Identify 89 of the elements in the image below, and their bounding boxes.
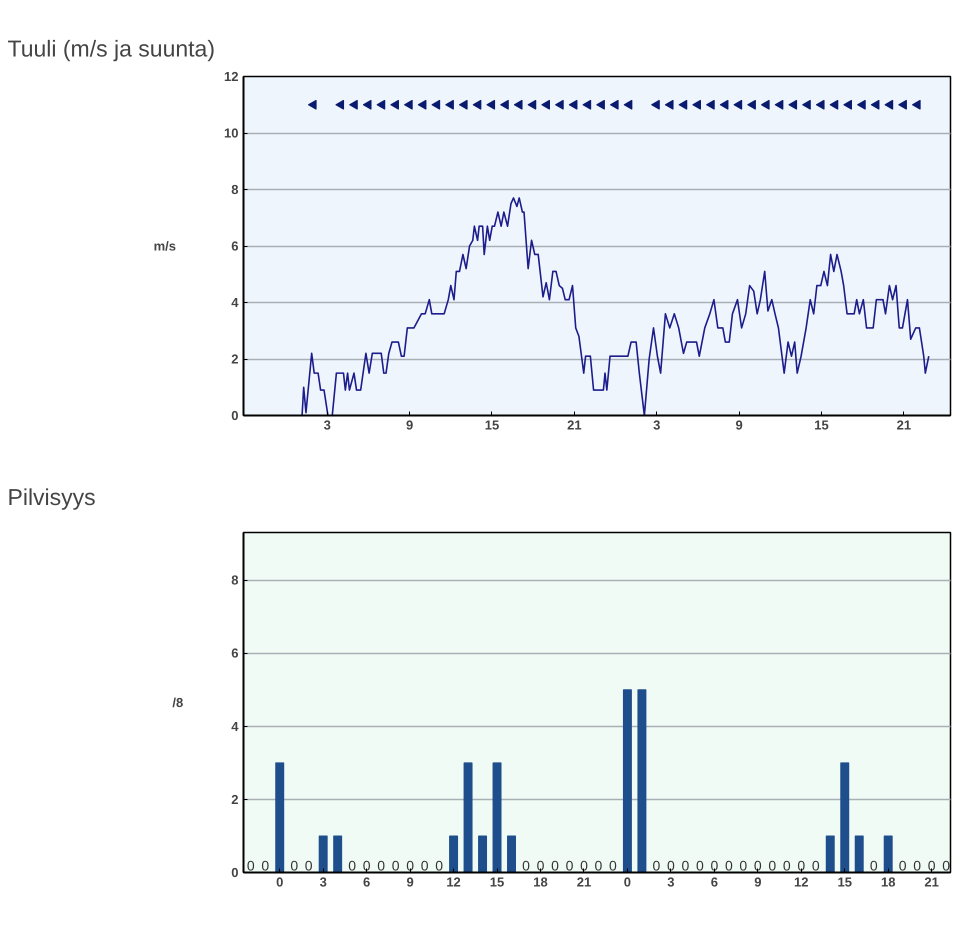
text: Pilvisyys (8, 484, 96, 510)
data-label: 0 (348, 858, 356, 874)
bar (478, 835, 488, 872)
x-tick-label: 0 (624, 874, 632, 890)
bar (840, 762, 850, 872)
x-tick-label: 9 (754, 874, 762, 890)
data-label: 0 (304, 858, 313, 874)
y-tick-label: 6 (231, 238, 239, 254)
x-tick-label: 15 (484, 418, 500, 432)
y-tick-label: 2 (231, 792, 239, 807)
data-label: 0 (290, 858, 298, 874)
y-tick-label: 10 (224, 126, 239, 140)
data-label: 0 (609, 858, 618, 874)
x-tick-label: 21 (576, 874, 592, 890)
bar (854, 835, 864, 872)
data-label: 0 (928, 858, 936, 874)
data-label: 0 (812, 858, 820, 874)
data-label: 0 (246, 858, 255, 874)
data-label: 0 (768, 858, 776, 874)
y-axis-title: m/s (154, 238, 176, 254)
data-label: 0 (739, 858, 748, 874)
data-label: 0 (435, 858, 444, 874)
x-tick-label: 9 (735, 418, 743, 432)
data-label: 0 (797, 858, 806, 874)
x-tick-label: 9 (406, 418, 414, 432)
x-tick-label: 3 (653, 418, 660, 432)
data-label: 0 (666, 858, 675, 874)
data-label: 0 (580, 858, 588, 874)
x-tick-label: 12 (446, 874, 461, 890)
y-tick-label: 4 (231, 718, 240, 734)
x-tick-label: 12 (794, 874, 809, 890)
y-tick-label: 0 (231, 408, 239, 423)
y-tick-label: 4 (231, 295, 240, 310)
x-tick-label: 6 (363, 874, 370, 890)
data-label: 0 (724, 858, 733, 874)
bar (507, 835, 516, 872)
data-label: 0 (261, 858, 270, 874)
data-label: 0 (551, 858, 560, 874)
y-tick-label: 12 (224, 69, 239, 84)
data-label: 0 (566, 858, 574, 874)
data-label: 0 (652, 858, 661, 874)
data-label: 0 (362, 858, 371, 874)
bar (884, 835, 893, 872)
y-axis-title: /8 (172, 695, 184, 710)
chart-title: Tuuli (m/s ja suunta) (8, 36, 215, 62)
x-tick-label: 21 (924, 874, 939, 890)
x-tick-label: 15 (490, 874, 504, 890)
y-tick-label: 8 (231, 182, 239, 197)
x-tick-label: 18 (533, 874, 548, 890)
bar (637, 689, 646, 872)
bar (275, 762, 284, 872)
data-label: 0 (913, 858, 922, 874)
x-tick-label: 3 (667, 874, 675, 890)
x-tick-label: 3 (320, 874, 327, 890)
bar (826, 835, 835, 872)
y-tick-label: 6 (231, 646, 239, 661)
data-label: 0 (710, 858, 718, 874)
x-tick-label: 3 (324, 418, 331, 432)
data-label: 0 (377, 858, 386, 874)
data-label: 0 (696, 858, 704, 874)
y-tick-label: 0 (231, 865, 239, 880)
bar (464, 762, 473, 872)
data-label: 0 (420, 858, 429, 874)
data-label: 0 (681, 858, 690, 874)
bar (333, 835, 342, 872)
x-tick-label: 21 (567, 418, 582, 432)
x-tick-label: 15 (814, 418, 829, 432)
x-tick-label: 15 (838, 874, 852, 890)
x-tick-label: 0 (276, 874, 284, 890)
data-label: 0 (870, 858, 878, 874)
bar (492, 762, 502, 872)
y-tick-label: 2 (231, 352, 239, 366)
data-label: 0 (942, 858, 950, 874)
x-tick-label: 9 (406, 874, 414, 890)
data-label: 0 (754, 858, 762, 874)
bar (449, 835, 458, 872)
x-tick-label: 6 (710, 874, 718, 890)
data-label: 0 (782, 858, 791, 874)
data-label: 0 (898, 858, 907, 874)
x-tick-label: 21 (896, 418, 912, 432)
data-label: 0 (406, 858, 414, 874)
data-label: 0 (594, 858, 603, 874)
x-tick-label: 18 (880, 874, 896, 890)
y-tick-label: 8 (231, 572, 239, 588)
data-label: 0 (536, 858, 545, 874)
bar (622, 689, 632, 872)
data-label: 0 (522, 858, 530, 874)
bar (318, 835, 328, 872)
data-label: 0 (392, 858, 400, 874)
